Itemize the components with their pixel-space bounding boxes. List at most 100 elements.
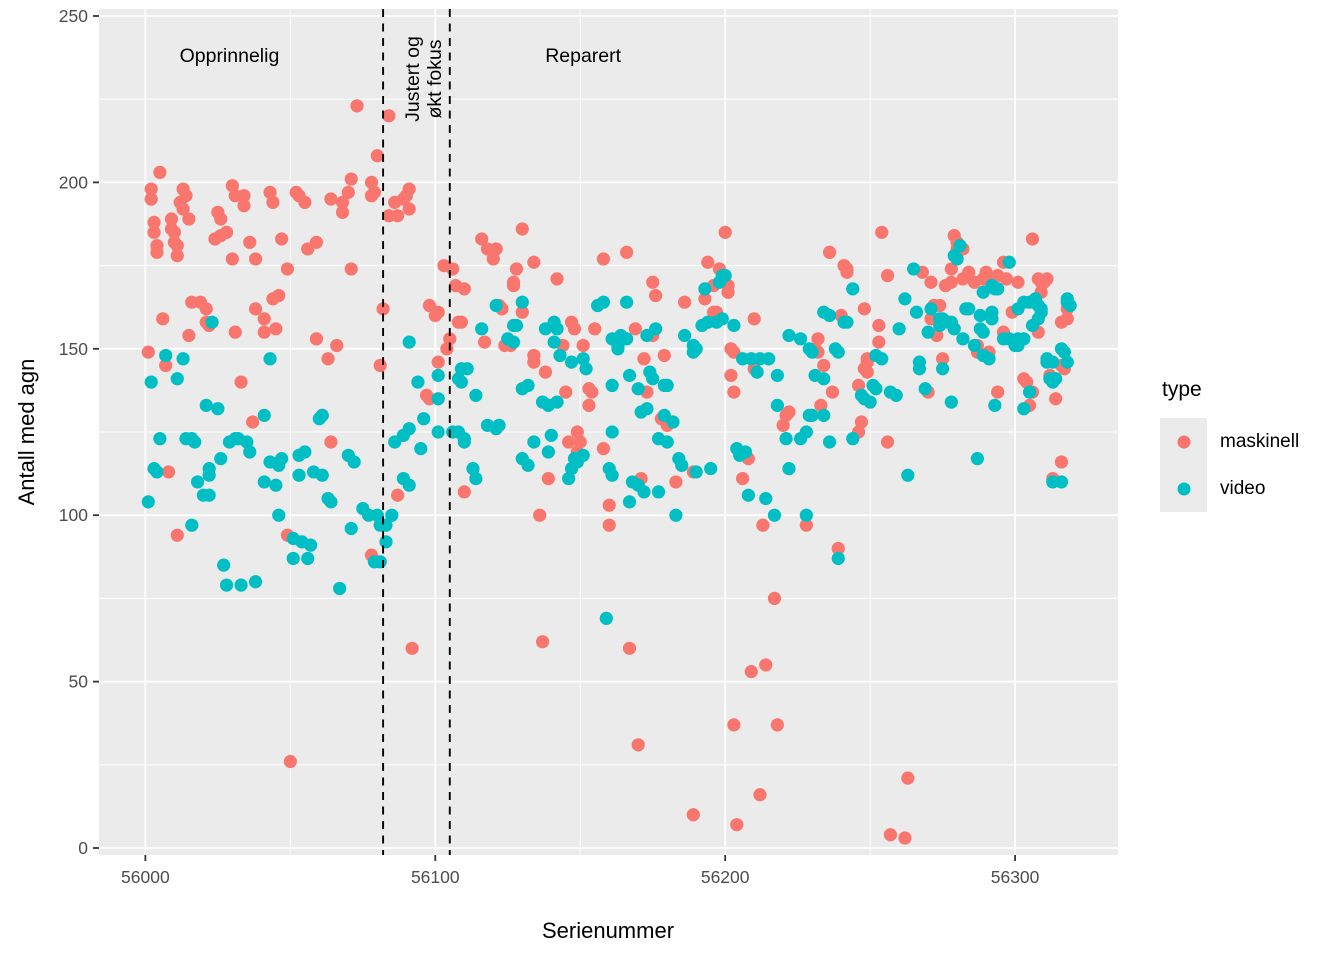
data-point-video — [649, 322, 663, 336]
data-point-video — [875, 352, 889, 366]
data-point-video — [144, 375, 158, 389]
data-point-maskinell — [872, 335, 886, 349]
data-point-maskinell — [147, 215, 161, 229]
data-point-maskinell — [698, 292, 712, 306]
data-point-maskinell — [477, 335, 492, 349]
data-point-maskinell — [263, 185, 277, 199]
data-point-maskinell — [799, 518, 813, 532]
data-point-maskinell — [1020, 375, 1034, 389]
legend-key-maskinell — [1160, 418, 1207, 465]
data-point-video — [759, 491, 773, 506]
data-point-video — [898, 292, 912, 306]
data-point-maskinell — [677, 295, 692, 309]
data-point-video — [831, 345, 845, 359]
data-point-maskinell — [1040, 272, 1054, 286]
data-point-maskinell — [782, 405, 796, 419]
data-point-video — [947, 322, 961, 336]
data-point-video — [892, 322, 906, 336]
data-point-video — [202, 488, 216, 502]
data-point-maskinell — [489, 242, 503, 256]
data-point-maskinell — [457, 485, 471, 499]
data-point-maskinell — [324, 192, 338, 206]
data-point-maskinell — [567, 322, 582, 336]
data-point-video — [846, 432, 860, 446]
data-point-maskinell — [367, 185, 382, 199]
data-point-video — [211, 402, 225, 416]
data-point-video — [431, 392, 445, 406]
data-point-maskinell — [509, 262, 524, 276]
data-point-video — [367, 555, 382, 569]
annotation-justert-og-okt-fokus: Justert og økt fokus — [402, 36, 446, 122]
data-point-maskinell — [686, 808, 700, 822]
data-point-video — [782, 328, 796, 343]
data-point-video — [547, 335, 561, 349]
y-tick-label: 50 — [69, 672, 89, 692]
data-point-video — [385, 508, 399, 522]
data-point-maskinell — [364, 175, 379, 189]
data-point-maskinell — [669, 475, 683, 489]
data-point-video — [793, 332, 808, 346]
data-point-video — [698, 282, 712, 296]
data-point-maskinell — [860, 365, 874, 379]
data-point-maskinell — [924, 275, 938, 289]
data-point-video — [727, 318, 741, 333]
data-point-maskinell — [156, 312, 170, 326]
data-point-video — [298, 445, 312, 459]
data-point-maskinell — [161, 465, 176, 479]
data-point-video — [846, 282, 860, 296]
data-point-video — [301, 551, 315, 566]
data-point-maskinell — [767, 591, 782, 606]
data-point-maskinell — [341, 185, 355, 199]
data-point-maskinell — [486, 252, 500, 266]
data-point-maskinell — [880, 268, 895, 283]
data-point-video — [611, 342, 625, 356]
data-point-maskinell — [811, 332, 825, 346]
data-point-video — [402, 478, 416, 492]
data-point-maskinell — [831, 541, 845, 556]
data-point-video — [982, 352, 996, 366]
data-point-maskinell — [573, 435, 587, 449]
data-point-video — [675, 458, 689, 472]
data-point-maskinell — [164, 212, 179, 226]
data-point-video — [188, 435, 202, 449]
data-point-maskinell — [854, 415, 869, 429]
data-point-maskinell — [440, 342, 454, 356]
data-point-video — [202, 468, 216, 482]
data-point-video — [605, 378, 619, 393]
data-point-maskinell — [936, 352, 950, 366]
data-point-video — [240, 435, 254, 449]
data-point-video — [620, 332, 634, 346]
data-point-video — [950, 252, 964, 266]
data-point-maskinell — [727, 718, 741, 732]
data-point-maskinell — [373, 358, 387, 373]
x-axis-title: Serienummer — [541, 918, 675, 943]
data-point-maskinell — [382, 109, 396, 123]
data-point-video — [150, 465, 164, 479]
data-point-maskinell — [649, 288, 663, 303]
data-point-maskinell — [730, 818, 744, 832]
data-point-video — [799, 508, 813, 522]
data-point-maskinell — [515, 305, 529, 319]
data-point-video — [715, 312, 729, 326]
data-point-maskinell — [631, 738, 645, 752]
data-point-video — [1017, 332, 1031, 346]
data-point-maskinell — [298, 195, 312, 209]
data-point-video — [620, 295, 634, 309]
x-tick-label: 56000 — [121, 867, 170, 887]
data-point-video — [762, 352, 776, 366]
data-point-maskinell — [872, 318, 886, 333]
data-point-video — [770, 368, 784, 383]
data-point-maskinell — [962, 265, 976, 279]
data-point-maskinell — [170, 249, 184, 263]
data-point-video — [596, 295, 611, 309]
data-point-video — [457, 432, 471, 446]
data-point-maskinell — [457, 282, 471, 296]
data-point-maskinell — [214, 212, 228, 226]
data-point-maskinell — [167, 225, 181, 239]
data-point-video — [541, 445, 555, 459]
legend-label-maskinell: maskinell — [1220, 430, 1300, 452]
data-point-video — [738, 445, 753, 459]
data-point-maskinell — [718, 225, 732, 239]
data-point-video — [1054, 475, 1069, 489]
data-point-maskinell — [533, 508, 547, 522]
